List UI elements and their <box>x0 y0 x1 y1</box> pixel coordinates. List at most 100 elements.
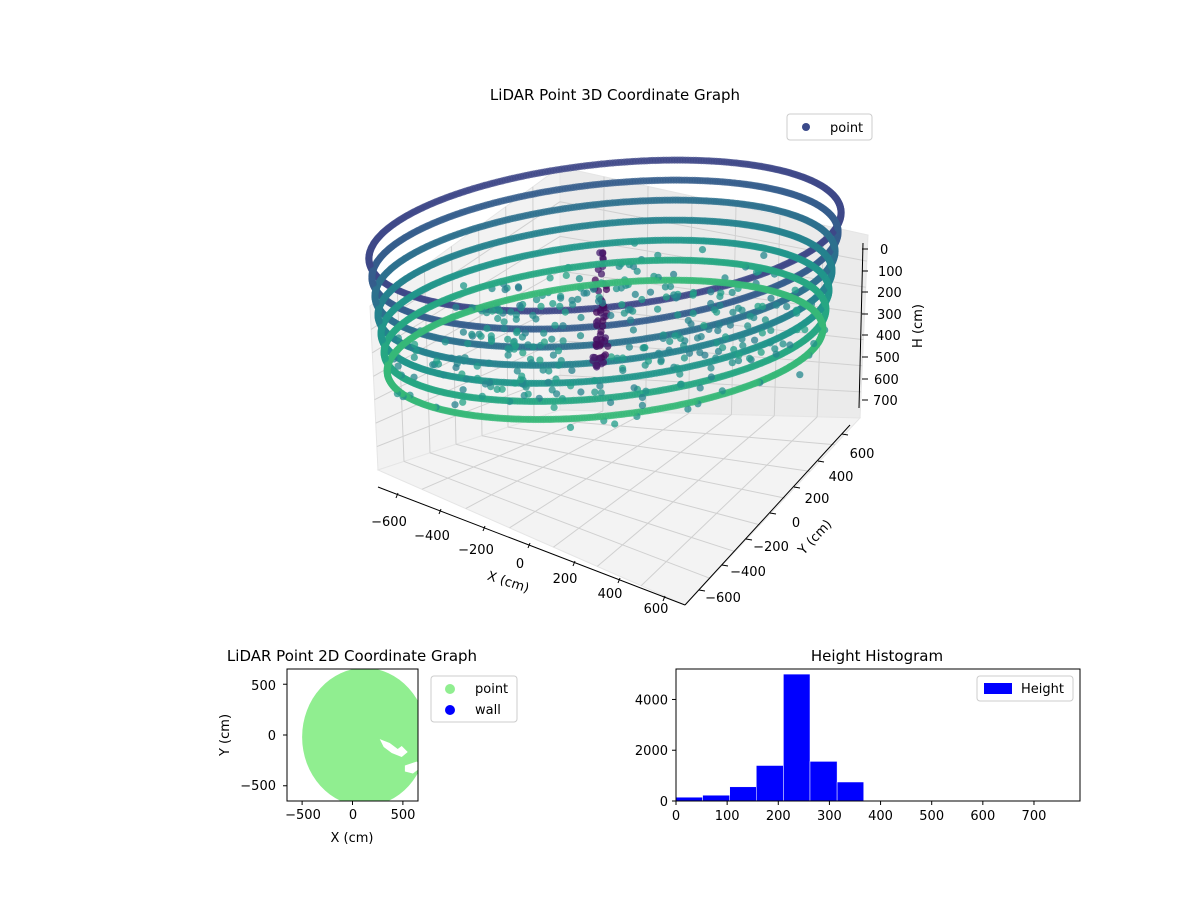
point-marker <box>411 354 418 361</box>
point-marker <box>712 354 719 361</box>
point-marker <box>690 310 697 317</box>
point-marker <box>771 345 778 352</box>
point-marker <box>460 329 467 336</box>
point-marker <box>433 357 440 364</box>
point-marker <box>762 316 769 323</box>
point-marker <box>545 379 552 386</box>
point-marker <box>729 309 736 316</box>
point-marker <box>552 375 559 382</box>
point-marker <box>758 349 765 356</box>
point-marker <box>626 344 633 351</box>
point-marker <box>640 344 647 351</box>
x-tick-label: 200 <box>553 572 578 587</box>
point-marker <box>515 284 522 291</box>
point-marker <box>452 364 459 371</box>
y-tick-label: 4000 <box>635 693 668 708</box>
point-marker <box>525 391 532 398</box>
point-marker <box>711 306 718 313</box>
y-tick-label: 0 <box>792 516 800 531</box>
point-marker <box>759 329 766 336</box>
z-tick-label: 300 <box>877 308 902 323</box>
point-marker <box>494 315 501 322</box>
point-marker <box>541 338 548 345</box>
point-marker <box>514 367 521 374</box>
point-marker <box>568 297 575 304</box>
x-tick-label: 100 <box>715 809 740 824</box>
plot3d-z-axis-label: H (cm) <box>911 304 926 348</box>
y-tick-label: 200 <box>805 492 830 507</box>
x-tick-label: −500 <box>285 808 321 823</box>
plot3d: LiDAR Point 3D Coordinate Graph −600 −40… <box>365 86 926 617</box>
legend-label-height: Height <box>1021 682 1064 697</box>
legend-swatch-height <box>984 683 1012 694</box>
point-marker <box>730 346 737 353</box>
point-marker <box>464 340 471 347</box>
point-marker <box>767 295 774 302</box>
point-marker <box>707 300 714 307</box>
point-marker <box>722 333 729 340</box>
point-marker <box>536 357 543 364</box>
point-marker <box>499 386 506 393</box>
plot2d-legend: point wall <box>431 676 517 722</box>
point-marker <box>714 327 721 334</box>
point-marker <box>671 332 678 339</box>
point-marker <box>619 367 626 374</box>
point-marker <box>381 344 388 351</box>
x-tick-label: 0 <box>516 557 524 572</box>
point-marker <box>607 312 614 319</box>
point-marker <box>632 291 639 298</box>
x-tick-label: −600 <box>371 515 407 530</box>
point-marker <box>451 401 458 408</box>
point-marker <box>562 309 569 316</box>
point-marker <box>479 393 486 400</box>
point-marker <box>738 307 745 314</box>
x-tick-label: 600 <box>644 602 669 617</box>
point-marker <box>596 382 603 389</box>
point-marker <box>747 313 754 320</box>
z-tick-label: 600 <box>874 373 899 388</box>
point-marker <box>696 349 703 356</box>
x-tick-label: 700 <box>1022 809 1047 824</box>
histogram-title: Height Histogram <box>811 647 943 665</box>
point-marker <box>754 303 761 310</box>
point-marker <box>627 317 634 324</box>
point-marker <box>595 298 602 305</box>
point-marker <box>639 402 646 409</box>
z-tick-label: 200 <box>877 286 902 301</box>
point-marker <box>674 364 681 371</box>
point-marker <box>773 302 780 309</box>
point-marker <box>618 301 625 308</box>
point-marker <box>510 339 517 346</box>
point-marker <box>456 355 463 362</box>
point-marker <box>596 249 603 256</box>
point-marker <box>598 389 605 396</box>
point-marker <box>458 370 465 377</box>
point-marker <box>621 310 628 317</box>
point-marker <box>638 296 645 303</box>
y-tick-label: −500 <box>240 779 276 794</box>
point-marker <box>729 359 736 366</box>
point-marker <box>513 316 520 323</box>
point-marker <box>448 355 455 362</box>
point-marker <box>666 338 673 345</box>
point-marker <box>660 335 667 342</box>
point-marker <box>519 349 526 356</box>
point-marker <box>375 306 382 313</box>
point-marker <box>384 363 391 370</box>
point-marker <box>681 354 688 361</box>
point-marker <box>507 308 514 315</box>
histogram-bar <box>756 766 783 802</box>
point-area <box>302 668 427 806</box>
point-marker <box>372 288 379 295</box>
legend-label-point: point <box>475 682 508 697</box>
point-marker <box>655 350 662 357</box>
point-marker <box>613 285 620 292</box>
x-tick-label: −400 <box>414 529 450 544</box>
y-tick-label: −400 <box>730 565 766 580</box>
histogram-bar <box>810 761 837 801</box>
point-marker <box>551 404 558 411</box>
point-marker <box>577 388 584 395</box>
point-marker <box>395 363 402 370</box>
y-tick-label: 500 <box>251 679 276 694</box>
